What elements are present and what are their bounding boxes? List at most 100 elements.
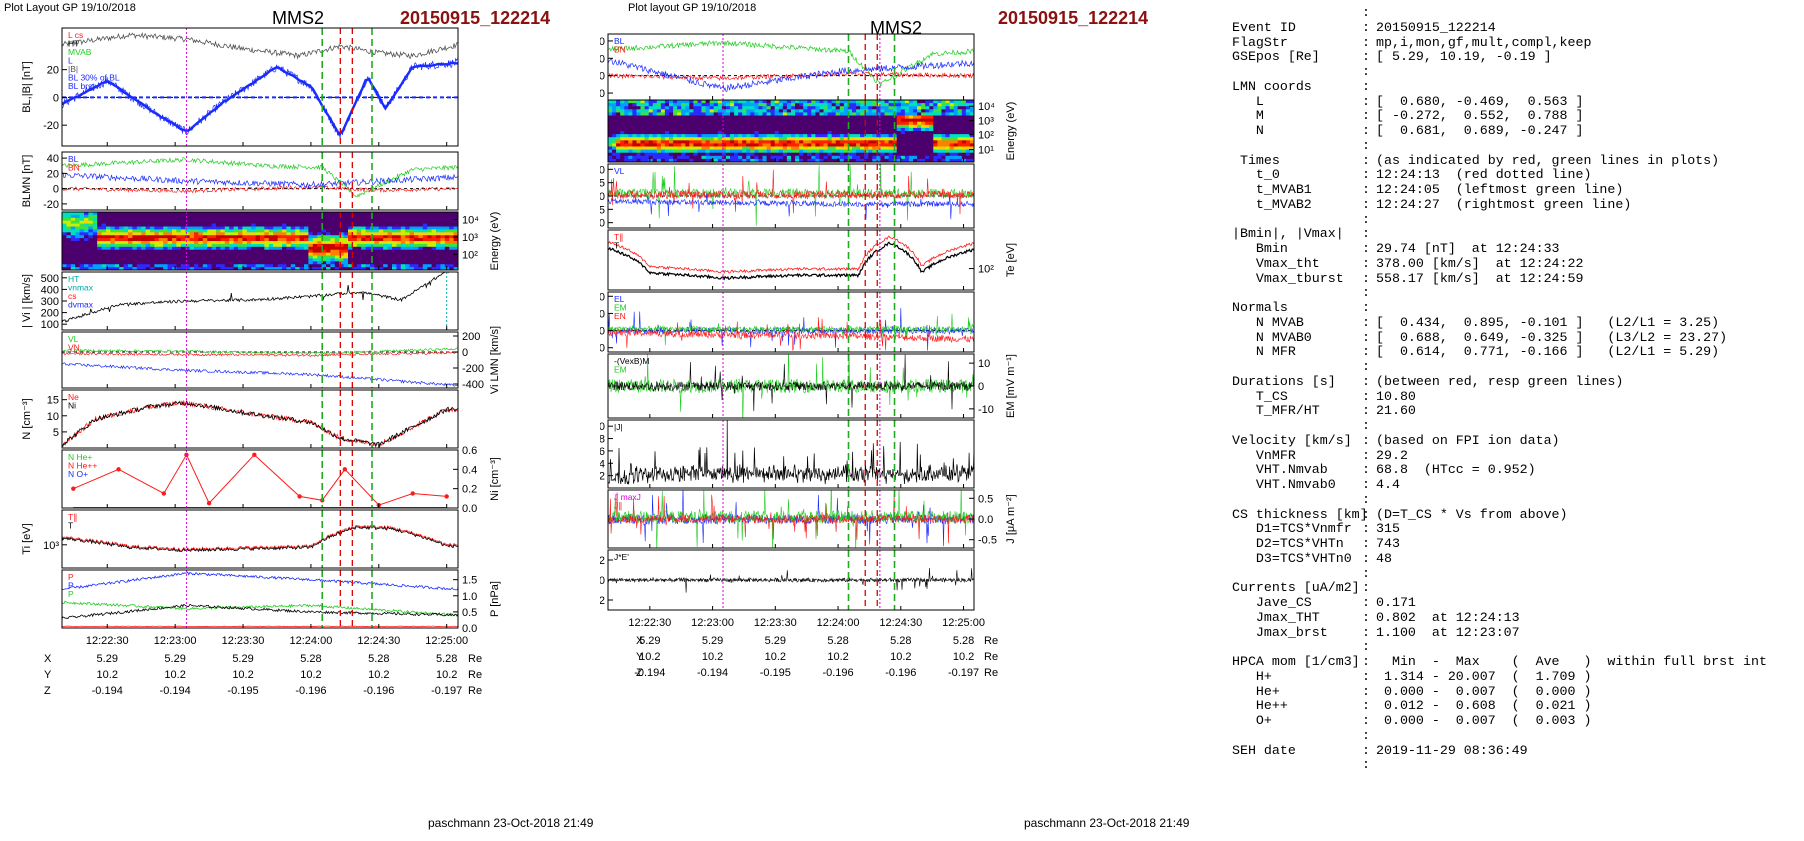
spectrogram-cell [273,229,279,233]
spectrogram-cell [383,255,389,259]
spectrogram-cell [900,152,906,157]
summary-colon: : [1362,241,1370,256]
spectrogram-cell [624,158,629,162]
spectrogram-cell [648,137,654,141]
spectrogram-cell [913,158,918,162]
spectrogram-cell [888,131,894,135]
spectrogram-cell [361,264,367,268]
spectrogram-cell [79,246,85,251]
spectrogram-cell [224,226,230,230]
spectrogram-cell [378,232,384,236]
panel-j-plot-area [608,420,974,485]
spectrogram-cell [356,232,362,236]
spectrogram-cell [819,112,825,117]
spectrogram-cell [295,217,301,222]
spectrogram-cell [754,121,760,126]
spectrogram-cell [786,109,792,113]
spectrogram-cell [632,124,638,129]
legend-entry: BL 30% of BL [68,73,120,83]
spectrogram-cell [431,226,437,230]
spectrogram-cell [815,112,821,117]
spectrogram-cell [856,124,861,129]
spectrogram-cell [827,115,833,120]
spectrogram-cell [92,229,98,233]
spectrogram-cell [106,232,111,236]
spectrogram-cell [766,143,772,148]
spectrogram-cell [738,118,743,123]
spectrogram-cell [304,229,309,233]
spectrogram-cell [290,226,296,230]
spectrogram-cell [908,158,914,162]
summary-row: t_0:12:24:13 (red dotted line) [1224,167,1802,183]
spectrogram-cell [110,246,116,251]
spectrogram-cell [101,217,107,222]
spectrogram-cell [791,115,796,120]
spectrogram-cell [75,255,81,259]
spectrogram-cell [616,121,621,126]
spectrogram-cell [334,220,340,225]
spectrogram-cell [900,124,906,129]
x-tick-label: 12:25:00 [942,617,985,629]
spectrogram-cell [207,220,213,225]
spectrogram-cell [422,258,428,262]
spectrogram-cell [660,146,666,151]
spectrogram-cell [823,146,829,151]
spectrogram-cell [299,258,305,262]
spectrogram-cell [929,149,934,154]
spectrogram-cell [811,115,816,120]
spectrogram-cell [97,223,103,228]
spectrogram-cell [913,100,918,104]
spectrogram-cell [312,220,318,225]
spectrogram-cell [945,109,951,113]
summary-row: FlagStr: mp,i,mon,gf,mult,compl,keep [1224,35,1802,51]
spectrogram-cell [405,258,411,262]
summary-value: 48 [1376,550,1392,566]
spectrogram-cell [383,238,389,242]
spectrogram-cell [304,223,309,228]
spectrogram-cell [286,267,292,270]
spectrogram-cell [453,223,458,228]
spectrogram-cell [326,217,331,222]
spectrogram-cell [819,140,825,144]
spectrogram-cell [422,246,428,251]
position-value: -0.195 [760,667,791,679]
spectrogram-cell [273,212,279,216]
spectrogram-cell [317,223,323,228]
spectrogram-cell [66,246,72,251]
spectrogram-cell [791,109,796,113]
spectrogram-cell [791,137,796,141]
spectrogram-cell [114,212,120,216]
spectrogram-cell [835,137,841,141]
spectrogram-cell [949,115,955,120]
spectrogram-cell [750,152,755,157]
series-EM [608,313,974,346]
spectrogram-cell [383,258,389,262]
spectrogram-cell [681,100,686,104]
spectrogram-cell [339,214,345,219]
spectrogram-cell [308,232,314,236]
spectrogram-cell [392,249,397,254]
spectrogram-cell [717,115,723,120]
spectrogram-cell [628,109,633,113]
spectrogram-cell [409,226,415,230]
spectrogram-cell [88,232,94,236]
spectrogram-cell [97,258,103,262]
spectrogram-cell [648,140,654,144]
spectrogram-cell [868,143,873,148]
spectrogram-cell [925,152,930,157]
panel-e-plot-area [608,307,974,351]
spectrogram-cell [819,152,825,157]
spectrogram-cell [705,124,711,129]
spectrogram-cell [348,238,353,242]
spectrogram-cell [365,258,371,262]
spectrogram-cell [685,121,690,126]
spectrogram-cell [101,249,107,254]
spectrogram-cell [774,118,780,123]
spectrogram-cell [286,217,292,222]
spectrogram-cell [101,261,107,265]
spectrogram-cell [754,140,760,144]
spectrogram-cell [136,267,142,270]
spectrogram-cell [400,217,406,222]
spectrogram-cell [762,131,768,135]
spectrogram-cell [286,258,292,262]
